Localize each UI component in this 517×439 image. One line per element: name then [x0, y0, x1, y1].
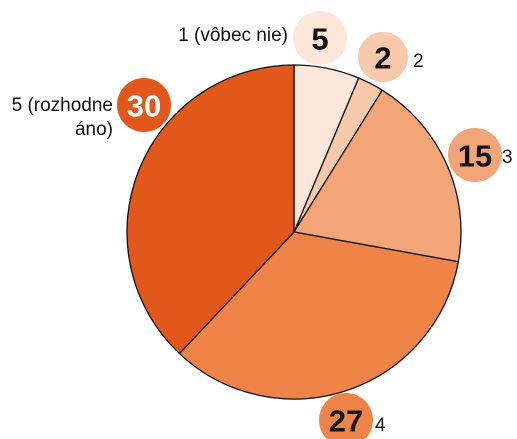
- value-label: 2: [374, 41, 391, 76]
- value-label: 5: [311, 22, 328, 57]
- category-label: 3: [502, 147, 513, 168]
- value-badge: [319, 393, 373, 439]
- category-label: 2: [413, 51, 424, 72]
- value-badge: [117, 78, 171, 132]
- pie-slice: [292, 89, 462, 263]
- value-label: 30: [127, 89, 161, 124]
- value-label: 15: [458, 139, 492, 174]
- value-badge: [358, 32, 408, 82]
- category-label: 4: [375, 415, 386, 436]
- pie-slice: [126, 64, 295, 355]
- value-badge: [293, 11, 347, 65]
- category-label: 5 (rozhodne áno): [11, 95, 113, 140]
- value-badge: [448, 128, 502, 182]
- category-label: 1 (vôbec nie): [178, 25, 288, 46]
- pie-slice: [178, 231, 460, 400]
- value-label: 27: [329, 404, 363, 439]
